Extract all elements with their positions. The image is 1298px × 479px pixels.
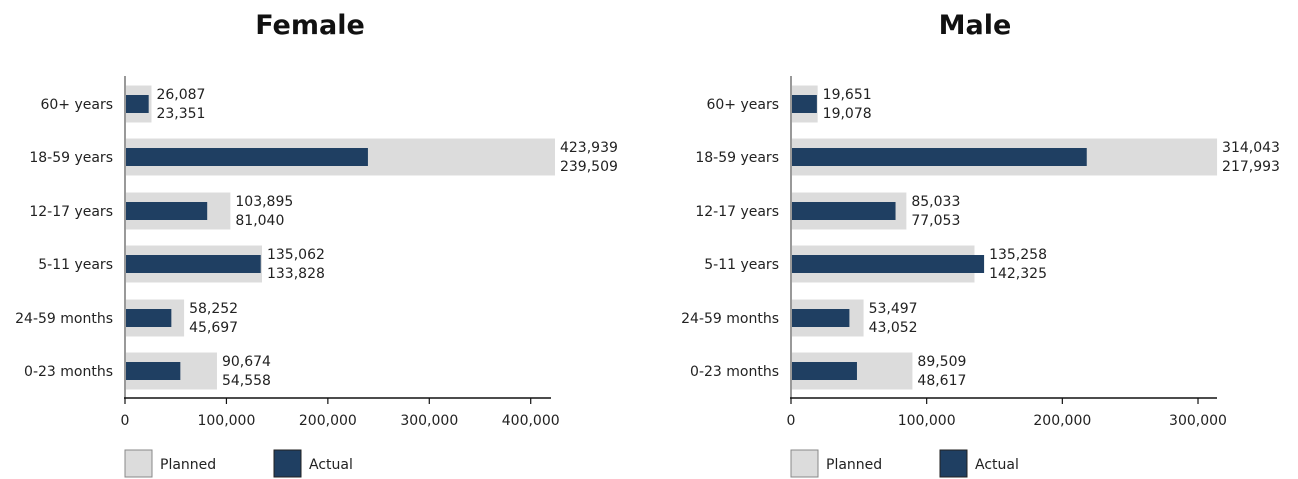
category-label: 18-59 years <box>29 150 113 166</box>
x-tick-label: 100,000 <box>898 413 956 429</box>
category-label: 60+ years <box>706 97 779 113</box>
planned-value-label: 53,497 <box>869 301 918 317</box>
category-label: 0-23 months <box>24 364 113 380</box>
planned-value-label: 19,651 <box>823 87 872 103</box>
legend: Planned Actual <box>790 449 1019 478</box>
category-label: 60+ years <box>40 97 113 113</box>
x-tick-label: 400,000 <box>502 413 560 429</box>
legend-swatch-planned <box>124 449 153 478</box>
legend-label-actual: Actual <box>309 457 353 473</box>
actual-bar <box>791 309 850 327</box>
x-tick-label: 0 <box>121 413 130 429</box>
planned-value-label: 90,674 <box>222 354 271 370</box>
actual-value-label: 81,040 <box>235 213 284 229</box>
actual-value-label: 23,351 <box>156 106 205 122</box>
legend-label-actual: Actual <box>975 457 1019 473</box>
x-tick-label: 300,000 <box>400 413 458 429</box>
actual-bar <box>791 95 817 113</box>
panel-female: Female 60+ years 26,087 23,351 18-59 years 42… <box>15 10 618 478</box>
category-label: 5-11 years <box>704 257 779 273</box>
panel-male: Male 60+ years 19,651 19,078 18-59 years 314,… <box>681 10 1280 478</box>
x-tick-label: 300,000 <box>1169 413 1227 429</box>
category-label: 5-11 years <box>38 257 113 273</box>
actual-value-label: 133,828 <box>267 266 325 282</box>
category-label: 24-59 months <box>15 311 113 327</box>
actual-value-label: 43,052 <box>869 320 918 336</box>
planned-value-label: 89,509 <box>917 354 966 370</box>
actual-value-label: 239,509 <box>560 159 618 175</box>
actual-bar <box>125 309 172 327</box>
actual-value-label: 19,078 <box>823 106 872 122</box>
actual-bar <box>791 148 1087 166</box>
planned-value-label: 314,043 <box>1222 140 1280 156</box>
legend-swatch-actual <box>273 449 302 478</box>
category-label: 24-59 months <box>681 311 779 327</box>
chart-title: Male <box>939 10 1012 41</box>
legend-swatch-actual <box>939 449 968 478</box>
planned-value-label: 58,252 <box>189 301 238 317</box>
planned-value-label: 135,258 <box>989 247 1047 263</box>
actual-bar <box>125 148 368 166</box>
legend-label-planned: Planned <box>160 457 216 473</box>
actual-bar <box>125 255 261 273</box>
legend: Planned Actual <box>124 449 353 478</box>
category-label: 12-17 years <box>29 204 113 220</box>
actual-value-label: 48,617 <box>917 373 966 389</box>
actual-bar <box>125 202 208 220</box>
actual-value-label: 54,558 <box>222 373 271 389</box>
actual-value-label: 77,053 <box>911 213 960 229</box>
planned-value-label: 135,062 <box>267 247 325 263</box>
actual-value-label: 142,325 <box>989 266 1047 282</box>
category-label: 12-17 years <box>695 204 779 220</box>
actual-value-label: 217,993 <box>1222 159 1280 175</box>
planned-value-label: 26,087 <box>156 87 205 103</box>
category-label: 18-59 years <box>695 150 779 166</box>
x-tick-label: 200,000 <box>1033 413 1091 429</box>
actual-bar <box>125 95 149 113</box>
planned-value-label: 423,939 <box>560 140 618 156</box>
x-tick-label: 200,000 <box>299 413 357 429</box>
actual-bar <box>125 362 181 380</box>
planned-value-label: 85,033 <box>911 194 960 210</box>
actual-bar <box>791 202 896 220</box>
category-label: 0-23 months <box>690 364 779 380</box>
actual-value-label: 45,697 <box>189 320 238 336</box>
chart-title: Female <box>255 10 365 41</box>
legend-label-planned: Planned <box>826 457 882 473</box>
planned-value-label: 103,895 <box>235 194 293 210</box>
actual-bar <box>791 255 985 273</box>
x-tick-label: 100,000 <box>197 413 255 429</box>
legend-swatch-planned <box>790 449 819 478</box>
x-tick-label: 0 <box>787 413 796 429</box>
actual-bar <box>791 362 857 380</box>
